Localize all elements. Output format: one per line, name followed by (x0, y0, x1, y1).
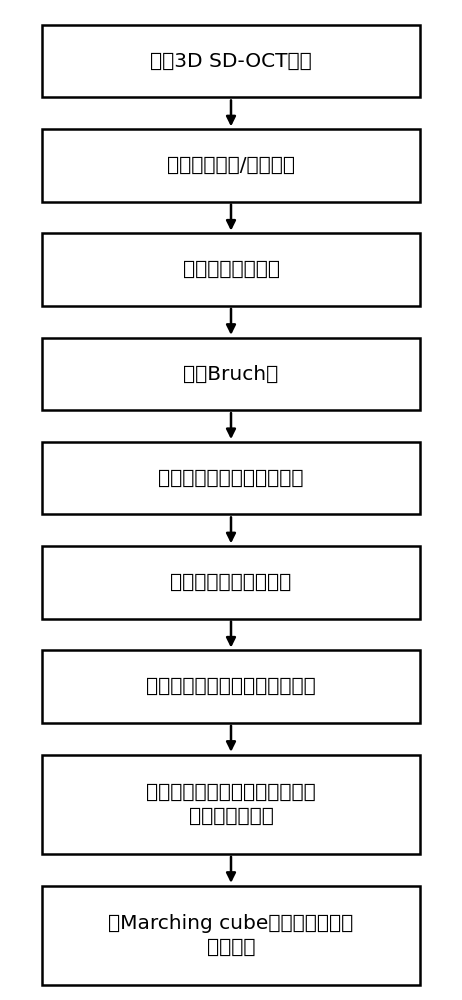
FancyBboxPatch shape (42, 650, 420, 723)
Text: 利用图割图搜索算法同时分割脉
络膜血管和边界: 利用图割图搜索算法同时分割脉 络膜血管和边界 (146, 783, 316, 826)
FancyBboxPatch shape (42, 129, 420, 202)
FancyBboxPatch shape (42, 25, 420, 97)
Text: 计算眼底弧度模型: 计算眼底弧度模型 (182, 260, 280, 279)
FancyBboxPatch shape (42, 338, 420, 410)
Text: 计算灰度二阶导数张量: 计算灰度二阶导数张量 (170, 573, 292, 592)
FancyBboxPatch shape (42, 755, 420, 854)
Text: 递归高斯滤波/中值滤波: 递归高斯滤波/中值滤波 (167, 156, 295, 175)
Text: 利用区域生长得到初始血管分割: 利用区域生长得到初始血管分割 (146, 677, 316, 696)
FancyBboxPatch shape (42, 886, 420, 985)
Text: 定义脉络膜血管的搜索空间: 定义脉络膜血管的搜索空间 (158, 469, 304, 488)
Text: 采集3D SD-OCT图像: 采集3D SD-OCT图像 (150, 52, 312, 71)
Text: 分割Bruch膜: 分割Bruch膜 (183, 364, 279, 383)
FancyBboxPatch shape (42, 233, 420, 306)
FancyBboxPatch shape (42, 442, 420, 514)
Text: 用Marching cube拟合最终脉络膜
血管分割: 用Marching cube拟合最终脉络膜 血管分割 (109, 914, 353, 957)
FancyBboxPatch shape (42, 546, 420, 619)
